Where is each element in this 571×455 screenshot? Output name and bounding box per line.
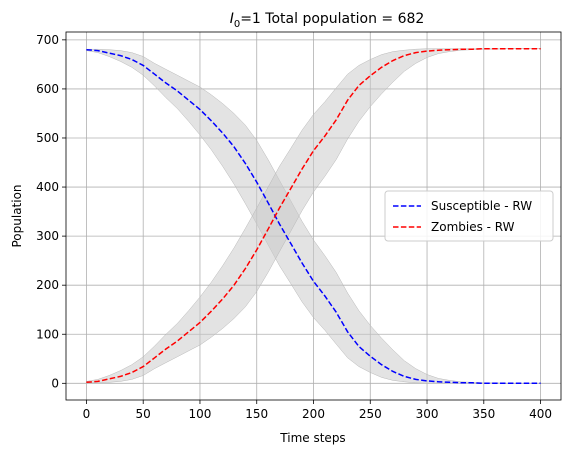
y-tick-label: 500 <box>36 131 59 145</box>
y-tick-label: 700 <box>36 33 59 47</box>
series-lines <box>86 47 541 385</box>
legend-box <box>384 190 554 242</box>
line-zombies <box>86 47 541 384</box>
x-tick-label: 300 <box>416 407 439 421</box>
y-tick-label: 400 <box>36 180 59 194</box>
x-tick-label: 350 <box>472 407 495 421</box>
line-susceptible <box>86 48 541 385</box>
x-tick-label: 0 <box>83 407 91 421</box>
x-ticks: 0 50 100 150 200 250 300 350 400 <box>83 400 552 421</box>
legend: Susceptible - RW Zombies - RW <box>384 190 554 242</box>
y-tick-label: 100 <box>36 327 59 341</box>
y-ticks: 0 100 200 300 400 500 600 700 <box>36 33 66 390</box>
chart-title: I0=1 Total population = 682 <box>230 11 425 30</box>
x-tick-label: 250 <box>359 407 382 421</box>
y-tick-label: 600 <box>36 82 59 96</box>
legend-label-susceptible: Susceptible - RW <box>431 199 532 213</box>
y-tick-label: 300 <box>36 229 59 243</box>
x-tick-label: 400 <box>529 407 552 421</box>
y-tick-label: 0 <box>51 376 59 390</box>
title-subscript: 0 <box>234 19 240 30</box>
y-tick-label: 200 <box>36 278 59 292</box>
x-tick-label: 200 <box>302 407 325 421</box>
legend-label-zombies: Zombies - RW <box>431 220 515 234</box>
y-axis-label: Population <box>10 184 24 247</box>
x-tick-label: 150 <box>245 407 268 421</box>
x-tick-label: 50 <box>136 407 151 421</box>
x-tick-label: 100 <box>189 407 212 421</box>
title-rest: =1 Total population = 682 <box>240 11 424 27</box>
x-axis-label: Time steps <box>279 431 345 445</box>
title-symbol: I <box>230 11 234 27</box>
